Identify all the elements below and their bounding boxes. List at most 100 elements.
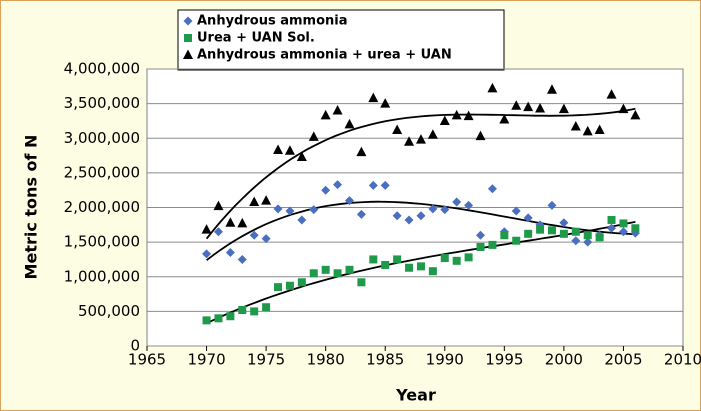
square-point bbox=[440, 254, 449, 263]
triangle-point bbox=[451, 109, 462, 120]
diamond-point bbox=[618, 227, 628, 237]
legend-label: Anhydrous ammonia + urea + UAN bbox=[197, 48, 452, 63]
y-tick-label: 3,000,000 bbox=[64, 129, 140, 147]
square-point bbox=[345, 265, 354, 274]
diamond-point bbox=[213, 227, 223, 237]
triangle-point bbox=[380, 98, 391, 108]
square-point bbox=[250, 307, 259, 316]
legend bbox=[177, 9, 505, 71]
square-point bbox=[607, 215, 616, 224]
square-point bbox=[512, 236, 521, 245]
square-point bbox=[333, 269, 342, 278]
diamond-point bbox=[452, 197, 462, 207]
triangle-point bbox=[249, 196, 260, 206]
triangle-point bbox=[439, 115, 450, 125]
diamond-point bbox=[380, 180, 390, 190]
x-tick-label: 1970 bbox=[187, 351, 225, 369]
square-point bbox=[226, 312, 235, 321]
diamond-point bbox=[344, 196, 354, 206]
square-point bbox=[405, 263, 414, 272]
square-point bbox=[559, 229, 568, 238]
x-tick-label: 2010 bbox=[664, 351, 701, 369]
triangle-point bbox=[296, 151, 307, 161]
triangle-point bbox=[427, 129, 438, 139]
x-axis-title: Year bbox=[395, 386, 436, 405]
triangle-point bbox=[273, 144, 284, 155]
square-point bbox=[571, 227, 580, 236]
triangle-point bbox=[404, 136, 415, 146]
square-point bbox=[583, 231, 592, 240]
diamond-point bbox=[428, 204, 438, 214]
square-point bbox=[428, 267, 437, 276]
square-point bbox=[464, 253, 473, 262]
triangle-point bbox=[594, 124, 605, 134]
square-point bbox=[274, 283, 283, 292]
diamond-point bbox=[559, 218, 569, 228]
legend-label: Anhydrous ammonia bbox=[197, 14, 348, 29]
diamond-point bbox=[225, 248, 235, 258]
square-point bbox=[381, 260, 390, 269]
y-tick-label: 500,000 bbox=[78, 302, 140, 320]
y-tick-label: 1,500,000 bbox=[64, 233, 140, 251]
diamond-point bbox=[273, 204, 283, 214]
triangle-point bbox=[308, 131, 319, 141]
diamond-point bbox=[309, 205, 319, 215]
legend-marker bbox=[183, 49, 193, 59]
y-tick-label: 2,500,000 bbox=[64, 163, 140, 181]
triangle-point bbox=[558, 103, 569, 114]
diamond-point bbox=[333, 180, 343, 190]
x-tick-label: 2000 bbox=[545, 351, 583, 369]
x-tick-label: 2005 bbox=[604, 351, 642, 369]
triangle-point bbox=[344, 118, 355, 129]
square-point bbox=[369, 255, 378, 264]
triangle-point bbox=[582, 125, 593, 136]
diamond-point bbox=[511, 206, 521, 216]
square-point bbox=[619, 219, 628, 228]
triangle-point bbox=[546, 84, 557, 94]
triangle-point bbox=[213, 200, 224, 211]
x-tick-label: 1985 bbox=[366, 351, 404, 369]
square-point bbox=[452, 256, 461, 265]
square-point bbox=[357, 278, 366, 287]
square-point bbox=[416, 262, 425, 271]
square-point bbox=[309, 269, 318, 278]
y-axis-title: Metric tons of N bbox=[22, 135, 41, 280]
triangle-point bbox=[284, 145, 295, 155]
y-tick-label: 2,000,000 bbox=[64, 198, 140, 216]
legend-label: Urea + UAN Sol. bbox=[197, 31, 315, 46]
triangle-point bbox=[618, 103, 629, 114]
diamond-point bbox=[356, 209, 366, 219]
square-point bbox=[524, 229, 533, 238]
triangle-point bbox=[523, 101, 534, 112]
diamond-point bbox=[464, 200, 474, 210]
triangle-point bbox=[261, 195, 272, 205]
triangle-point bbox=[332, 105, 343, 115]
square-point bbox=[500, 231, 509, 240]
square-point bbox=[536, 225, 545, 234]
triangle-point bbox=[535, 102, 546, 113]
triangle-point bbox=[463, 110, 474, 121]
trendline bbox=[205, 107, 636, 240]
x-tick-label: 1990 bbox=[426, 351, 464, 369]
diamond-point bbox=[237, 254, 247, 264]
diamond-point bbox=[547, 200, 557, 210]
x-tick-label: 1965 bbox=[128, 351, 166, 369]
triangle-point bbox=[499, 114, 510, 124]
y-tick-label: 3,500,000 bbox=[64, 94, 140, 112]
diamond-point bbox=[285, 206, 295, 216]
square-point bbox=[488, 240, 497, 249]
diamond-point bbox=[202, 249, 212, 259]
square-point bbox=[547, 226, 556, 235]
square-point bbox=[285, 281, 294, 290]
y-tick-label: 4,000,000 bbox=[64, 60, 140, 78]
diamond-point bbox=[404, 215, 414, 225]
diamond-point bbox=[321, 185, 331, 195]
diamond-point bbox=[416, 211, 426, 221]
triangle-point bbox=[392, 124, 403, 134]
diamond-point bbox=[368, 180, 378, 190]
square-point bbox=[595, 233, 604, 242]
triangle-point bbox=[630, 109, 641, 120]
diamond-point bbox=[523, 213, 533, 223]
